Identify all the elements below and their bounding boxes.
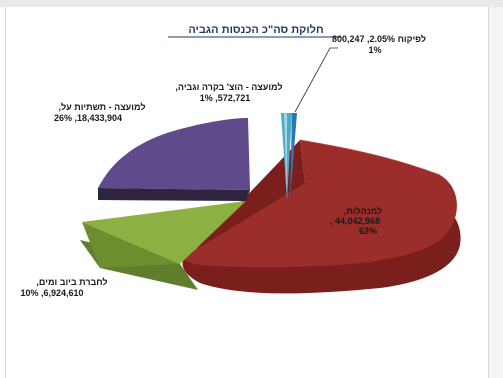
right-margin	[489, 7, 503, 378]
slice-water-side	[82, 222, 180, 268]
slice-council-infra: למועצה - תשתיות על, 26% ,18,433,904	[54, 102, 250, 201]
left-border	[5, 7, 6, 378]
slice-council-infra-top	[98, 118, 250, 190]
slice-supervision-label-line1: לפיקוח 2.05%, 800,247	[332, 34, 426, 44]
slice-council-infra-label-line1: למועצה - תשתיות על,	[59, 102, 146, 112]
slice-council-infra-label-line2: 26% ,18,433,904	[54, 113, 122, 123]
slice-water-label-line1: לחברת ביוב ומים,	[36, 277, 107, 287]
slice-water-label-line2: 10% ,6,924,610	[20, 288, 83, 298]
top-strip	[0, 0, 503, 7]
slice-council-control: למועצה - הוצ' בקרה וגביה, 1% ,572,721	[175, 82, 292, 200]
slice-supervision-label-line2: 1%	[368, 45, 381, 55]
slice-water: לחברת ביוב ומים, 10% ,6,924,610	[20, 201, 246, 298]
slice-management: למנהלות, 44,042,968 , 62%	[182, 139, 461, 294]
slice-supervision-wedge	[290, 113, 297, 200]
slice-management-highlight	[299, 139, 441, 176]
right-border	[488, 7, 489, 378]
chart-title: חלוקת סה"כ הכנסות הגביה	[188, 23, 323, 36]
slice-council-infra-side	[98, 188, 250, 201]
slice-supervision-leader	[294, 47, 338, 113]
slice-council-control-label-line2: 1% ,572,721	[200, 93, 251, 103]
slice-management-label-line1: למנהלות,	[344, 206, 382, 216]
slice-council-control-label-line1: למועצה - הוצ' בקרה וגביה,	[175, 82, 282, 92]
slice-council-control-highlight	[284, 113, 287, 200]
slice-management-top	[184, 140, 457, 268]
slice-management-label-line3: 62%	[359, 226, 377, 236]
slice-management-label-line2: 44,042,968 ,	[330, 216, 380, 226]
slice-supervision: לפיקוח 2.05%, 800,247 1%	[290, 34, 426, 200]
slice-water-top	[82, 201, 246, 264]
